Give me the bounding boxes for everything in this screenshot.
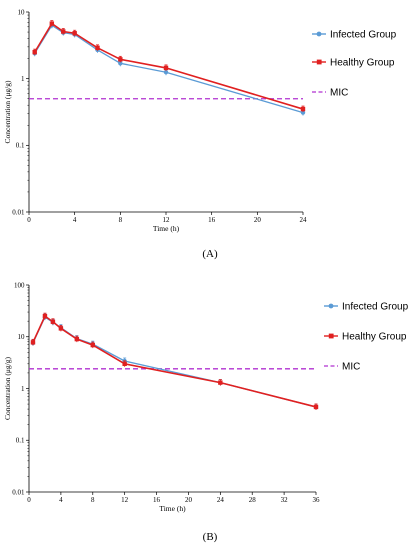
y-tick-label: 0.01 <box>12 488 25 496</box>
x-tick-label: 12 <box>163 216 171 224</box>
chart-b: 0.01 0.1 1 10 100 0 4 8 12 16 20 24 28 32 36 Time (h) Co… <box>3 281 409 543</box>
data-point-healthy <box>313 404 319 410</box>
x-tick-label: 20 <box>254 216 262 224</box>
legend-label: MIC <box>342 361 360 372</box>
series-line-healthy <box>32 315 317 408</box>
panel-label: (B) <box>203 531 218 543</box>
legend-label: Healthy Group <box>330 57 395 68</box>
y-tick-label: 0.1 <box>16 142 25 150</box>
data-point-healthy <box>118 57 123 62</box>
data-point-healthy <box>72 31 77 36</box>
x-tick-label: 8 <box>119 216 123 224</box>
legend-marker <box>316 59 322 65</box>
y-tick-label: 10 <box>18 8 26 16</box>
x-tick-label: 32 <box>281 496 289 504</box>
data-point-infected <box>163 70 169 75</box>
data-point-healthy <box>42 313 48 319</box>
data-point-healthy <box>122 361 127 367</box>
x-tick-label: 24 <box>300 216 308 224</box>
y-axis-label: Concentration (μg/g) <box>3 80 12 143</box>
legend-marker <box>316 31 322 37</box>
legend-marker <box>328 333 334 339</box>
x-tick-label: 4 <box>73 216 77 224</box>
legend-label: Healthy Group <box>342 331 407 342</box>
data-point-healthy <box>50 319 56 324</box>
x-tick-label: 20 <box>185 496 193 504</box>
y-axis-label: Concentration (μg/g) <box>3 357 12 420</box>
legend-label: Infected Group <box>342 301 409 312</box>
y-tick-label: 100 <box>14 281 25 289</box>
x-tick-label: 0 <box>27 496 31 504</box>
y-tick-label: 0.01 <box>12 208 25 216</box>
data-point-healthy <box>74 336 80 342</box>
chart-a: 0.01 0.1 1 10 0 4 8 12 16 20 24 Time (h) Concentrati… <box>3 8 397 260</box>
x-tick-label: 24 <box>217 496 225 504</box>
legend-label: MIC <box>330 87 348 98</box>
data-point-healthy <box>58 326 64 331</box>
x-tick-label: 36 <box>313 496 321 504</box>
data-point-infected <box>300 110 306 115</box>
panel-label: (A) <box>202 248 218 260</box>
x-axis-label: Time (h) <box>153 224 180 233</box>
x-tick-label: 16 <box>208 216 216 224</box>
series-line-infected <box>34 24 304 114</box>
y-tick-label: 0.1 <box>16 437 25 445</box>
data-point-healthy <box>30 340 36 345</box>
data-point-healthy <box>90 342 95 348</box>
x-tick-label: 8 <box>91 496 95 504</box>
y-tick-label: 10 <box>18 333 26 341</box>
y-tick-label: 1 <box>21 385 25 393</box>
legend-marker <box>328 303 334 309</box>
data-point-healthy <box>218 380 223 385</box>
series-line-infected <box>32 316 317 408</box>
data-point-healthy <box>61 29 66 34</box>
data-point-healthy <box>49 21 55 26</box>
x-tick-label: 0 <box>27 216 31 224</box>
data-point-healthy <box>300 106 306 112</box>
x-axis-label: Time (h) <box>159 504 186 513</box>
data-point-infected <box>118 61 123 66</box>
y-tick-label: 1 <box>21 75 25 83</box>
x-tick-label: 12 <box>121 496 129 504</box>
x-tick-label: 4 <box>59 496 63 504</box>
data-point-healthy <box>32 49 37 55</box>
x-tick-label: 28 <box>249 496 257 504</box>
data-point-healthy <box>95 45 100 51</box>
data-point-healthy <box>163 65 169 71</box>
x-tick-label: 16 <box>153 496 161 504</box>
legend-label: Infected Group <box>330 29 397 40</box>
